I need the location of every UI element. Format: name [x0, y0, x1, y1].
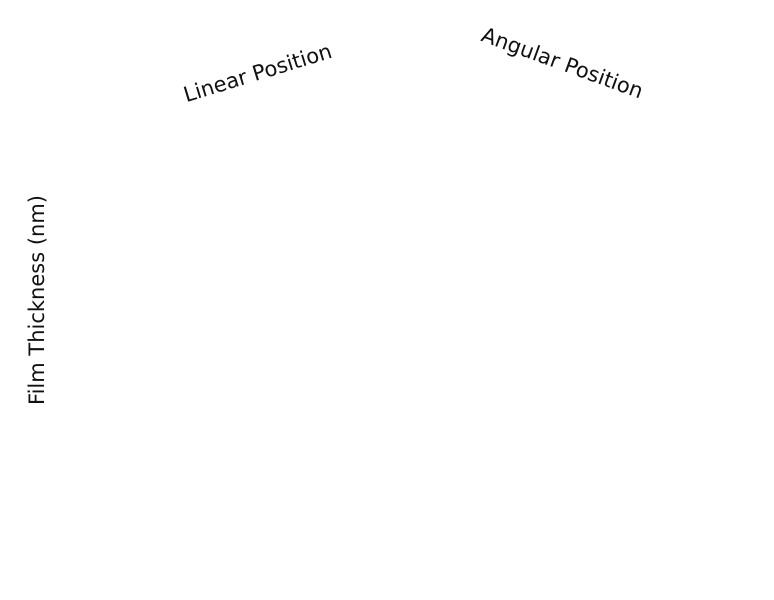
x-axis-title: Linear Position	[181, 39, 335, 107]
y-axis-title: Angular Position	[478, 23, 646, 104]
z-axis-title: Film Thickness (nm)	[25, 195, 49, 405]
